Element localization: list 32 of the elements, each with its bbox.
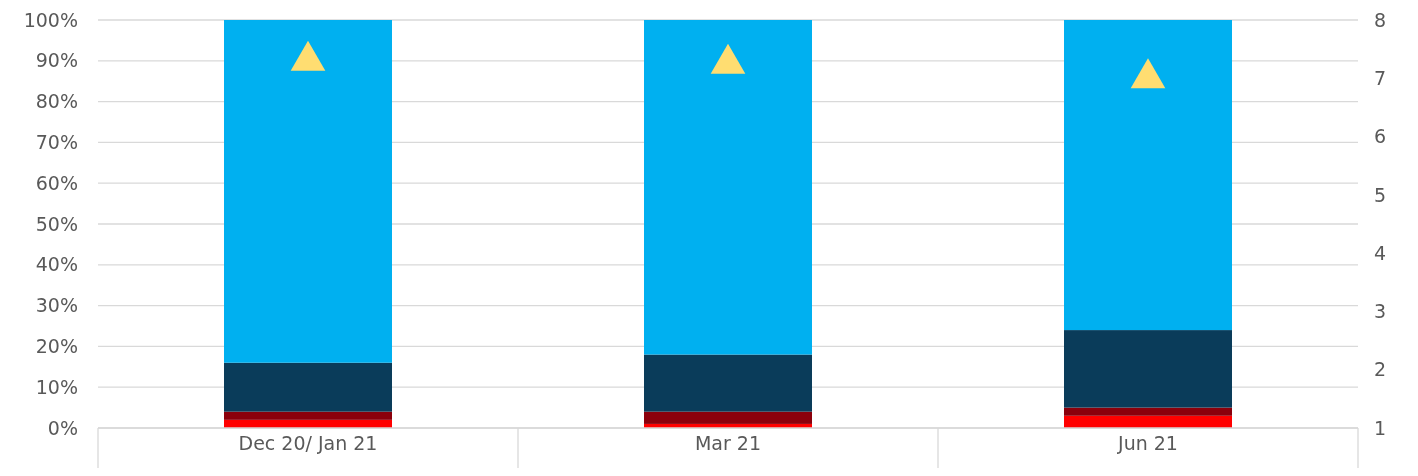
y2-tick-label: 2	[1373, 358, 1387, 381]
x-tick-label: Dec 20/ Jan 21	[238, 432, 378, 454]
bar	[224, 20, 392, 363]
bar	[644, 354, 812, 412]
y-tick-label: 100%	[23, 8, 78, 31]
y2-tick-label: 3	[1373, 300, 1387, 323]
bar	[1064, 330, 1232, 408]
x-tick-label: Jun 21	[1117, 432, 1178, 454]
bar	[644, 20, 812, 355]
bar	[224, 411, 392, 420]
y-tick-label: 40%	[35, 253, 78, 276]
y-tick-label: 50%	[35, 212, 78, 235]
bar	[224, 362, 392, 412]
y-tick-label: 70%	[35, 131, 78, 154]
x-tick-label: Mar 21	[694, 432, 762, 454]
y-tick-label: 90%	[35, 49, 78, 72]
y2-tick-label: 7	[1373, 66, 1387, 89]
y-tick-label: 60%	[35, 171, 78, 194]
y-tick-label: 10%	[35, 375, 78, 398]
y2-tick-label: 8	[1373, 8, 1387, 31]
bar	[644, 411, 812, 424]
y-tick-label: 80%	[35, 90, 78, 113]
bar	[1064, 20, 1232, 331]
y2-tick-label: 6	[1373, 125, 1387, 148]
bar	[1064, 407, 1232, 416]
y2-tick-label: 1	[1373, 416, 1387, 439]
bar	[1064, 415, 1232, 428]
y-tick-label: 30%	[35, 294, 78, 317]
y2-tick-label: 5	[1373, 183, 1387, 206]
y-tick-label: 20%	[35, 335, 78, 358]
y-tick-label: 0%	[47, 416, 78, 439]
y2-tick-label: 4	[1373, 241, 1387, 264]
